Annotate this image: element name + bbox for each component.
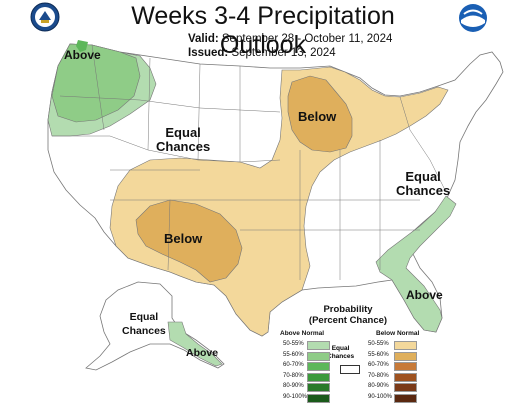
legend-below-swatch [394,372,417,382]
below-southwest-region [135,199,243,283]
legend-below-swatch [394,393,417,403]
legend-below-label: 50-55% [368,341,389,347]
legend-above-swatch [307,393,330,403]
issued-date: September 13, 2024 [231,47,336,59]
noaa-logo-icon [459,4,487,32]
label-above-nw: Above [64,48,101,62]
legend-above-label: 50-55% [283,341,304,347]
legend-above-swatch [307,351,330,361]
above-alaska-region [167,321,223,367]
legend-above-header: Above Normal [280,330,325,337]
valid-label: Valid: [188,33,219,45]
legend-below-label: 55-60% [368,351,389,358]
legend-above-label: 60-70% [283,362,304,368]
valid-range: September 28 - October 11, 2024 [221,33,393,45]
label-above-alaska: Above [186,347,219,359]
legend-below-label: 80-90% [368,383,389,389]
legend-below-swatch [394,362,417,371]
legend-below-label: 90-100% [368,393,393,400]
legend-above-swatch [307,362,330,371]
legend-below-swatch [394,351,417,361]
legend-below-header: Below Normal [376,330,420,337]
date-block: Valid: September 28 - October 11, 2024 I… [188,32,392,60]
legend-above-label: 90-100% [283,393,308,400]
legend-below-swatch [394,383,417,392]
label-above-florida: Above [406,288,443,302]
valid-line: Valid: September 28 - October 11, 2024 [188,32,392,46]
state-borders [52,44,446,280]
legend-equal-swatch [340,365,360,374]
legend-above-label: 55-60% [283,351,304,358]
above-northwest-core [51,43,141,123]
legend-title: Probability (Percent Chance) [308,304,388,326]
label-below-southwest: Below [164,231,203,246]
label-equal-west: Equal Chances [156,125,211,154]
below-great-lakes-region [287,75,353,153]
legend-above-label: 80-90% [283,383,304,389]
legend-above-label: 70-80% [283,372,304,379]
issued-label: Issued: [188,47,229,59]
legend-above-swatch [307,341,330,350]
above-southeast-region [375,195,457,333]
commerce-seal-icon [30,2,60,32]
legend-below-label: 60-70% [368,362,389,368]
above-northwest-peak [76,40,88,52]
label-below-great-lakes: Below [298,109,337,124]
label-equal-alaska: Equal Chances [122,311,166,337]
legend-above-swatch [307,372,330,382]
legend-below-label: 70-80% [368,372,389,379]
legend-equal-label: Equal Chances [327,345,355,360]
legend-below-swatch [394,341,417,350]
map-title: Weeks 3-4 Precipitation Outlook [131,2,395,59]
legend-above-swatch [307,383,330,392]
issued-line: Issued: September 13, 2024 [188,46,392,60]
label-equal-east: Equal Chances [396,169,451,198]
